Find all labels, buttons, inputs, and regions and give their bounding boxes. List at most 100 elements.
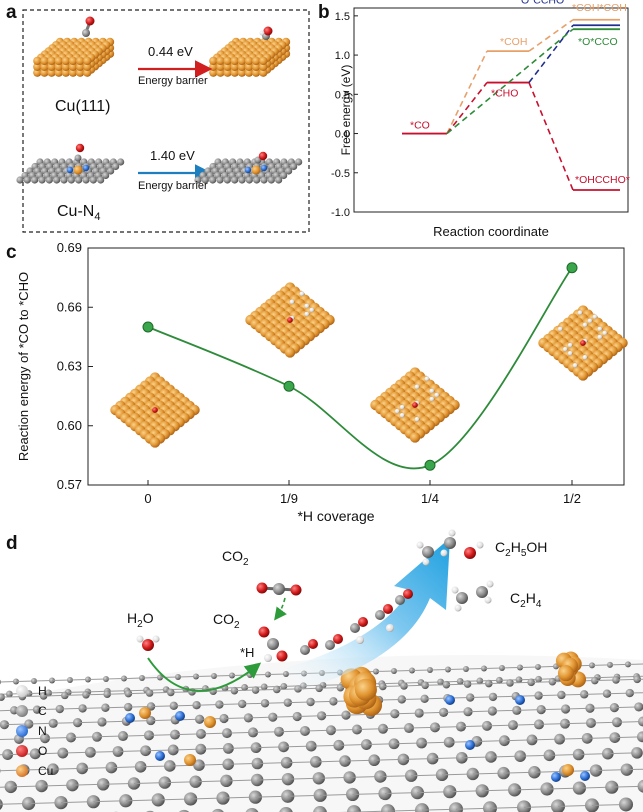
o-atom (142, 639, 154, 651)
cho-molecule-icon (259, 26, 273, 40)
c-atom (178, 809, 190, 812)
c-atom (267, 638, 279, 650)
h-atom (582, 354, 588, 360)
h-atom (582, 322, 588, 328)
h-atom (429, 396, 435, 402)
cun4-barrier-label: Energy barrier (138, 180, 208, 192)
c-atom (23, 176, 31, 184)
n-atom (125, 713, 135, 723)
c-atom (634, 702, 643, 712)
c2h4-sub2: 4 (535, 598, 542, 610)
bond (0, 681, 17, 683)
cu-atom (244, 56, 254, 66)
c-atom (414, 708, 424, 718)
bond (501, 666, 521, 669)
cu-atom (61, 62, 71, 71)
n-atom (260, 164, 268, 172)
c-atom (343, 771, 356, 784)
cu-atom (33, 62, 42, 71)
cu111-barrier-label: Energy barrier (138, 75, 208, 87)
c-atom (637, 779, 643, 793)
c-atom (395, 595, 405, 605)
c2h4-c: C (510, 590, 521, 606)
atom-legend: H C N O Cu (16, 681, 76, 781)
cu-atom (251, 68, 261, 77)
cu-atom (230, 68, 239, 77)
c-atom (194, 176, 202, 184)
cu-atom (251, 165, 261, 175)
cu-atom (68, 62, 78, 71)
h2o-main: H (127, 610, 138, 626)
cu-atom (68, 68, 78, 77)
h-atom (587, 318, 593, 324)
cu-atom (237, 56, 247, 66)
reaction-arrow-icon (285, 538, 450, 690)
c-atom (53, 176, 61, 184)
n-atom (580, 771, 590, 781)
connector (446, 28, 574, 135)
series-line (147, 267, 573, 470)
cu-atom (230, 56, 239, 66)
c-atom (561, 704, 571, 714)
cu-atom (83, 56, 92, 66)
n-atom (82, 164, 90, 172)
o-atom (580, 340, 586, 346)
co2-mid-sub: 2 (234, 619, 240, 631)
y-tick-label: 0.57 (57, 477, 82, 492)
h-atom (597, 334, 603, 340)
c-atom (350, 623, 360, 633)
c-atom (267, 176, 275, 184)
c-atom (306, 697, 315, 707)
c-atom (75, 176, 83, 184)
cu-atom (40, 62, 49, 71)
bond (591, 664, 611, 666)
bond (33, 680, 53, 682)
c-atom (107, 167, 115, 175)
level-label: *COH*COH (572, 2, 627, 14)
c2h5oh-h: H (510, 539, 521, 555)
h-atom (597, 326, 603, 332)
c-atom (253, 176, 261, 184)
plot-frame (87, 247, 625, 486)
x-axis-label: *H coverage (297, 508, 374, 524)
cu-atom (577, 370, 589, 381)
bond (537, 665, 557, 668)
bond (123, 677, 143, 680)
panel-c-letter: c (6, 242, 17, 263)
c-atom (619, 797, 633, 812)
cu-atom (216, 68, 225, 77)
c-atom (31, 176, 39, 184)
co-molecule-icon (82, 16, 95, 37)
o-atom (152, 407, 158, 413)
c-atom (105, 761, 118, 774)
cu-atom (83, 62, 92, 71)
cu-atom (259, 56, 268, 66)
h-atom (304, 311, 310, 317)
c-atom (483, 801, 497, 812)
y-tick-label: 0.0 (335, 129, 350, 141)
o-atom (358, 617, 368, 627)
bond (15, 680, 35, 683)
c-atom (609, 732, 621, 743)
c-atom (420, 694, 429, 704)
bond (636, 675, 643, 677)
c2h5oh-label: C2H5OH (495, 539, 547, 559)
cu-atom (223, 56, 232, 66)
bond (626, 768, 643, 771)
cun4-sheet-right (194, 151, 303, 184)
cu-atom (216, 56, 225, 66)
n-atom (465, 740, 475, 750)
c-atom (285, 167, 293, 175)
c2h4-label: C2H4 (510, 590, 541, 610)
c-atom (146, 715, 156, 726)
hydrogen-transfer-arrow (147, 657, 262, 692)
c-atom (463, 707, 473, 717)
cu-atom (244, 62, 254, 71)
c-atom (572, 781, 587, 795)
bond (51, 679, 71, 682)
c-atom (238, 176, 246, 184)
c-atom (16, 176, 24, 184)
h-atom (486, 580, 494, 588)
cu-atom (54, 62, 63, 71)
c-atom (97, 717, 107, 727)
